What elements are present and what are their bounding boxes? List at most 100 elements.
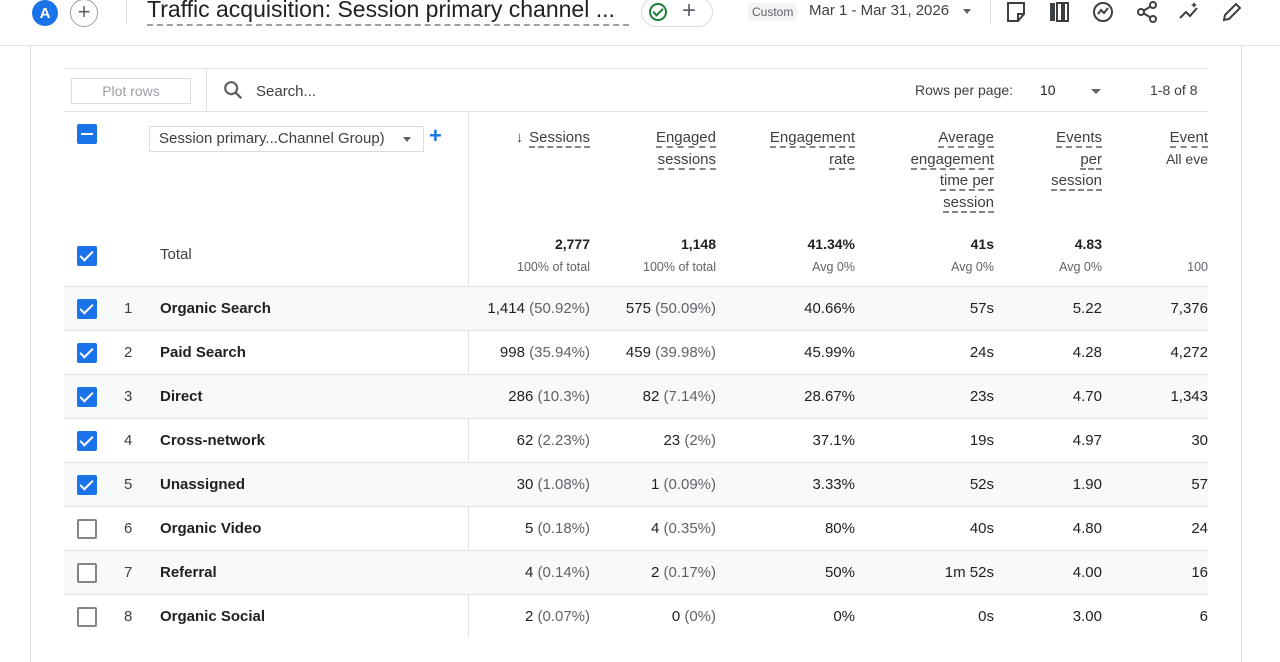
channel-name[interactable]: Paid Search (160, 344, 246, 361)
row-checkbox[interactable] (77, 607, 97, 627)
date-range[interactable]: Mar 1 - Mar 31, 2026 (809, 2, 950, 19)
row-checkbox[interactable] (77, 431, 97, 451)
column-header-text: engagement (910, 150, 994, 170)
report-title[interactable]: Traffic acquisition: Session primary cha… (147, 0, 629, 26)
cell-percent: (0.14%) (537, 564, 590, 581)
table-row[interactable]: 2 Paid Search 998 (35.94%) 459 (39.98%) 45.9… (64, 330, 1208, 374)
channel-name[interactable]: Cross-network (160, 432, 266, 449)
cell-value: 1.90 (1072, 476, 1102, 493)
channel-name[interactable]: Direct (160, 388, 203, 405)
plot-rows-button[interactable]: Plot rows (71, 78, 191, 104)
engaged-sessions-cell: 1 (0.09%) (651, 476, 716, 493)
column-header-line: Average (911, 127, 994, 149)
search-icon[interactable] (222, 79, 244, 101)
status-pill[interactable]: + (641, 0, 713, 27)
edit-pencil-icon[interactable] (1220, 0, 1244, 24)
column-header[interactable]: ↓ Sessions (516, 127, 590, 149)
cell-value: 4,272 (1170, 344, 1208, 361)
table-row[interactable]: 1 Organic Search 1,414 (50.92%) 575 (50.09%… (64, 286, 1208, 330)
row-checkbox[interactable] (77, 519, 97, 539)
toolbar-divider (206, 69, 207, 112)
compare-columns-icon[interactable] (1047, 0, 1071, 24)
column-header-line: engagement (910, 149, 994, 171)
search-input[interactable] (256, 80, 456, 102)
column-header-text: rate (829, 150, 855, 170)
share-icon[interactable] (1135, 0, 1159, 24)
channel-name[interactable]: Organic Social (160, 608, 266, 625)
cell-value: 1 (650, 476, 660, 493)
column-header[interactable]: Engagement rate (769, 127, 855, 170)
cell-percent: (0.07%) (537, 608, 590, 625)
column-header-text: Events (1056, 129, 1102, 148)
avg-engagement-time-cell: 23s (970, 388, 994, 405)
cell-percent: (2%) (684, 432, 716, 449)
row-number: 6 (124, 520, 133, 537)
cell-value: 286 (508, 388, 534, 405)
table-row[interactable]: 8 Organic Social 2 (0.07%) 0 (0%) 0% 0s 3.00 6 (64, 594, 1208, 638)
row-number: 2 (124, 344, 133, 361)
engagement-rate-cell: 45.99% (804, 344, 855, 361)
column-header[interactable]: Average engagement time per session (910, 127, 994, 213)
table-row[interactable]: 7 Referral 4 (0.14%) 2 (0.17%) 50% 1m 52s 4.00… (64, 550, 1208, 594)
chevron-down-icon[interactable] (403, 137, 411, 142)
arrow-down-icon[interactable]: ↓ (515, 129, 524, 146)
add-comparison-icon[interactable]: + (70, 0, 98, 27)
select-all-checkbox[interactable] (77, 124, 97, 144)
cell-value: 0 (671, 608, 681, 625)
column-header-line: per (1051, 149, 1102, 171)
rows-per-page-select[interactable]: 10 (1040, 82, 1056, 98)
channel-name[interactable]: Unassigned (160, 476, 246, 493)
table-row[interactable]: 6 Organic Video 5 (0.18%) 4 (0.35%) 80% 40s 4.… (64, 506, 1208, 550)
table-row[interactable]: 3 Direct 286 (10.3%) 82 (7.14%) 28.67% 23s 4.7… (64, 374, 1208, 418)
add-dimension-icon[interactable]: + (429, 123, 442, 148)
engagement-rate-cell: 28.67% (804, 388, 855, 405)
chevron-down-icon[interactable] (1091, 89, 1101, 94)
dimension-dropdown[interactable]: Session primary...Channel Group) (149, 126, 424, 152)
total-label: Total (160, 246, 192, 263)
save-check-icon[interactable] (649, 3, 667, 21)
user-avatar[interactable]: A (32, 0, 58, 26)
engaged-sessions-cell: 575 (50.09%) (626, 300, 716, 317)
trend-sparkle-icon[interactable] (1177, 0, 1201, 24)
total-subtext: 100 (1187, 260, 1208, 274)
event-count-cell: 7,376 (1170, 300, 1208, 317)
insights-icon[interactable] (1091, 0, 1115, 24)
cell-value: 37.1% (812, 432, 855, 449)
row-checkbox[interactable] (77, 299, 97, 319)
channel-name[interactable]: Organic Search (160, 300, 271, 317)
column-header[interactable]: Event All eve (1166, 127, 1208, 170)
column-header[interactable]: Engaged sessions (655, 127, 716, 171)
cell-value: 4.97 (1072, 432, 1102, 449)
row-checkbox[interactable] (77, 387, 97, 407)
cell-value: 50% (824, 564, 855, 581)
column-header-text: Sessions (529, 129, 590, 148)
column-header-text: sessions (657, 150, 716, 170)
cell-percent: (0.17%) (663, 564, 716, 581)
cell-value: 1m 52s (944, 564, 994, 581)
engagement-rate-cell: 80% (825, 520, 855, 537)
column-header-text: time per (939, 172, 994, 191)
sessions-cell: 2 (0.07%) (525, 608, 590, 625)
chevron-down-icon[interactable] (963, 9, 971, 14)
row-number: 8 (124, 608, 133, 625)
cell-value: 4.80 (1072, 520, 1102, 537)
table-row[interactable]: 4 Cross-network 62 (2.23%) 23 (2%) 37.1% 19s 4… (64, 418, 1208, 462)
row-checkbox[interactable] (77, 475, 97, 495)
total-value: 1,148 (680, 236, 716, 252)
add-icon[interactable]: + (682, 0, 697, 24)
engagement-rate-cell: 37.1% (812, 432, 855, 449)
column-header-line: sessions (656, 149, 716, 171)
table-row[interactable]: 5 Unassigned 30 (1.08%) 1 (0.09%) 3.33% 52s 1.… (64, 462, 1208, 506)
row-checkbox[interactable] (77, 343, 97, 363)
total-checkbox[interactable] (77, 246, 97, 266)
notes-icon[interactable] (1004, 0, 1028, 24)
row-checkbox[interactable] (77, 563, 97, 583)
channel-name[interactable]: Organic Video (160, 520, 262, 537)
cell-percent: (0%) (684, 608, 716, 625)
total-value: 4.83 (1074, 236, 1102, 252)
column-header-line: Engagement (769, 127, 855, 149)
channel-name[interactable]: Referral (160, 564, 217, 581)
engagement-rate-cell: 40.66% (804, 300, 855, 317)
column-header-line: Engaged (655, 127, 716, 149)
column-header[interactable]: Events per session (1051, 127, 1102, 192)
